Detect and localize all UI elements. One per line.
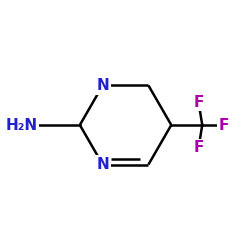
Text: N: N xyxy=(96,157,109,172)
Text: F: F xyxy=(193,95,204,110)
Text: F: F xyxy=(193,140,204,155)
Text: H₂N: H₂N xyxy=(6,118,38,132)
Text: F: F xyxy=(219,118,229,132)
Text: N: N xyxy=(96,78,109,93)
